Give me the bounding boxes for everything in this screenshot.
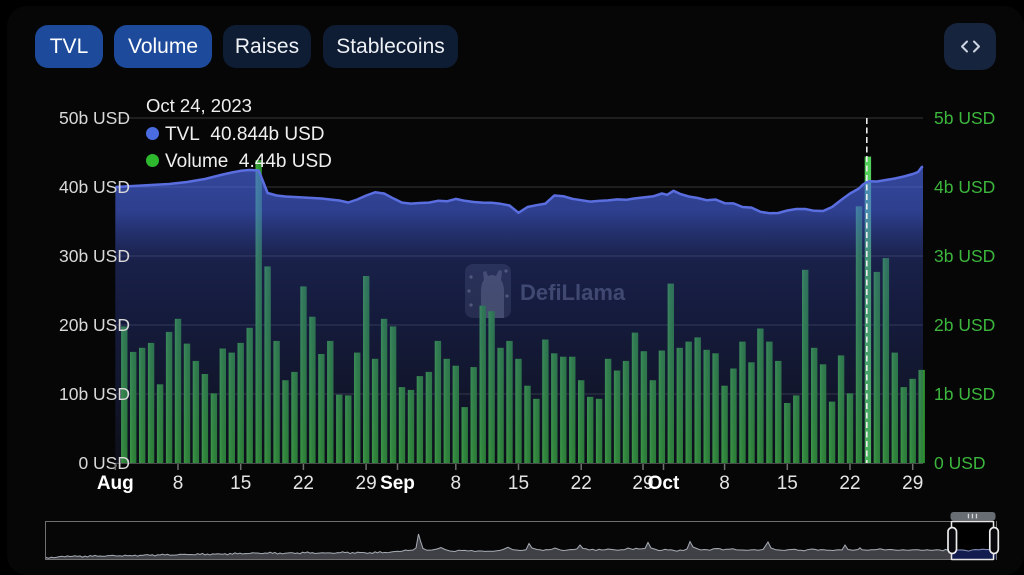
svg-text:29: 29 [632,473,653,494]
svg-text:8: 8 [451,473,462,494]
svg-text:40b USD: 40b USD [59,177,130,197]
svg-text:8: 8 [719,473,730,494]
svg-text:0 USD: 0 USD [78,453,130,473]
svg-text:1b USD: 1b USD [934,384,995,404]
svg-text:Oct: Oct [648,473,680,494]
svg-text:15: 15 [230,473,251,494]
svg-text:20b USD: 20b USD [59,315,130,335]
svg-text:15: 15 [777,473,798,494]
svg-text:Aug: Aug [97,473,134,494]
svg-text:10b USD: 10b USD [59,384,130,404]
svg-text:5b USD: 5b USD [934,108,995,128]
svg-text:30b USD: 30b USD [59,246,130,266]
svg-text:0 USD: 0 USD [934,453,986,473]
svg-text:22: 22 [293,473,314,494]
svg-text:Sep: Sep [380,473,415,494]
svg-text:4b USD: 4b USD [934,177,995,197]
svg-text:50b USD: 50b USD [59,108,130,128]
svg-text:2b USD: 2b USD [934,315,995,335]
svg-text:22: 22 [839,473,860,494]
svg-text:22: 22 [571,473,592,494]
svg-text:8: 8 [173,473,184,494]
svg-text:29: 29 [356,473,377,494]
svg-text:29: 29 [902,473,923,494]
svg-text:3b USD: 3b USD [934,246,995,266]
svg-text:15: 15 [508,473,529,494]
